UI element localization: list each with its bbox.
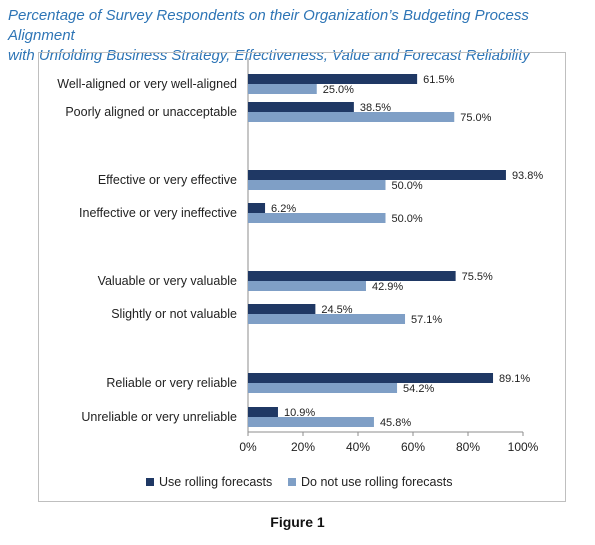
chart-title-line-2: with Unfolding Business Strategy, Effect… bbox=[8, 47, 530, 64]
chart-frame bbox=[38, 52, 566, 502]
data-label: 38.5% bbox=[360, 102, 391, 114]
data-label: 6.2% bbox=[271, 203, 296, 215]
data-label: 25.0% bbox=[323, 84, 354, 96]
data-label: 42.9% bbox=[372, 281, 403, 293]
category-label: Effective or very effective bbox=[98, 173, 237, 187]
bar-no-rolling bbox=[248, 417, 374, 427]
bar-use-rolling bbox=[248, 203, 266, 213]
x-tick-label: 40% bbox=[346, 440, 370, 454]
data-label: 75.0% bbox=[460, 112, 491, 124]
category-label: Poorly aligned or unacceptable bbox=[65, 105, 237, 119]
category-label: Ineffective or very ineffective bbox=[79, 206, 237, 220]
data-label: 54.2% bbox=[403, 383, 434, 395]
bar-use-rolling bbox=[248, 170, 506, 180]
category-label: Well-aligned or very well-aligned bbox=[57, 77, 237, 91]
data-label: 89.1% bbox=[499, 373, 530, 385]
bar-use-rolling bbox=[248, 102, 354, 112]
data-label: 10.9% bbox=[284, 407, 315, 419]
figure-caption: Figure 1 bbox=[270, 514, 325, 530]
bar-no-rolling bbox=[248, 112, 455, 122]
bar-use-rolling bbox=[248, 407, 278, 417]
data-label: 61.5% bbox=[423, 74, 454, 86]
legend-label: Do not use rolling forecasts bbox=[301, 475, 452, 489]
x-tick-label: 80% bbox=[456, 440, 480, 454]
bar-no-rolling bbox=[248, 84, 317, 94]
chart-title-line-1: Percentage of Survey Respondents on thei… bbox=[8, 7, 529, 44]
category-label: Valuable or very valuable bbox=[98, 274, 237, 288]
data-label: 75.5% bbox=[462, 271, 493, 283]
data-label: 45.8% bbox=[380, 417, 411, 429]
category-label: Unreliable or very unreliable bbox=[81, 410, 237, 424]
data-label: 50.0% bbox=[392, 180, 423, 192]
bar-use-rolling bbox=[248, 304, 316, 314]
bar-no-rolling bbox=[248, 314, 406, 324]
bar-no-rolling bbox=[248, 281, 366, 291]
x-tick-label: 100% bbox=[508, 440, 539, 454]
x-tick-label: 0% bbox=[239, 440, 257, 454]
bar-use-rolling bbox=[248, 74, 418, 84]
category-label: Reliable or very reliable bbox=[106, 376, 237, 390]
data-label: 24.5% bbox=[321, 304, 352, 316]
legend-swatch bbox=[146, 478, 154, 486]
legend-label: Use rolling forecasts bbox=[159, 475, 272, 489]
bar-no-rolling bbox=[248, 383, 398, 393]
bar-use-rolling bbox=[248, 271, 456, 281]
legend-swatch bbox=[288, 478, 296, 486]
bar-no-rolling bbox=[248, 180, 386, 190]
data-label: 50.0% bbox=[392, 213, 423, 225]
data-label: 93.8% bbox=[512, 170, 543, 182]
category-label: Slightly or not valuable bbox=[111, 307, 237, 321]
data-label: 57.1% bbox=[411, 314, 442, 326]
chart-title: Percentage of Survey Respondents on thei… bbox=[8, 6, 588, 66]
x-tick-label: 60% bbox=[401, 440, 425, 454]
x-tick-label: 20% bbox=[291, 440, 315, 454]
bar-use-rolling bbox=[248, 373, 494, 383]
bar-no-rolling bbox=[248, 213, 386, 223]
